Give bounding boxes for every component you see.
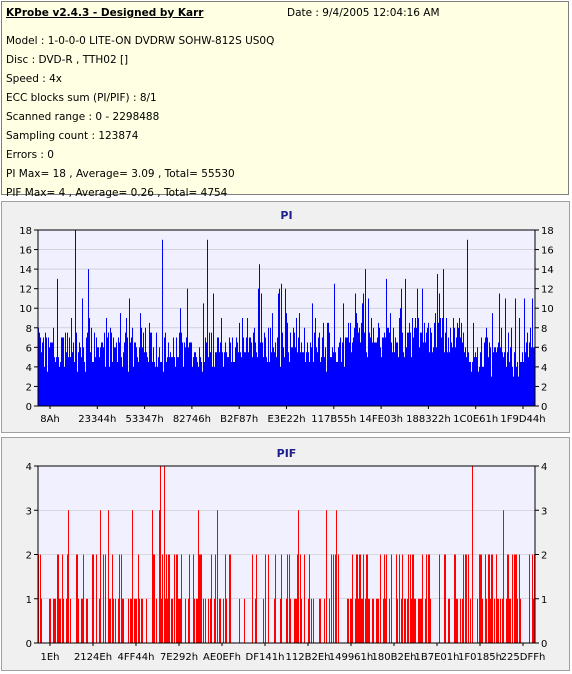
pif-chart-panel: PIF 0 0 1 1 2 2 3 3 4 4 1Eh 2124Eh 4FF44h 7E292h AE0EFh…: [1, 437, 570, 671]
disc-line: Disc : DVD-R , TTH02 []: [6, 54, 129, 66]
pif-xtick-label: 180B2Eh: [372, 652, 417, 663]
speed-line: Speed : 4x: [6, 73, 63, 85]
pi-bars: [38, 230, 535, 406]
pi-ytick-label-right: 10: [541, 304, 554, 315]
pi-plot-border: [37, 229, 536, 407]
pif-ytick-label: 1: [26, 595, 32, 606]
ecc-line: ECC blocks sum (PI/PIF) : 8/1: [6, 92, 157, 104]
scan-date: Date : 9/4/2005 12:04:16 AM: [287, 7, 440, 19]
pi-stats-line: PI Max= 18 , Average= 3.09 , Total= 5553…: [6, 168, 235, 180]
pif-xtick-label: AE0EFh: [203, 652, 241, 663]
pif-plot-border: [37, 465, 536, 644]
pi-xtick-label: B2F87h: [220, 414, 258, 425]
pi-chart-title: PI: [280, 209, 292, 222]
pi-chart-panel: PI 0 0 2 2 4 4 6 6 8 8 10 10 12 12 14 14 16 16 18 18 8Ah 23344…: [1, 201, 570, 433]
pif-xtick-label: 4FF44h: [118, 652, 155, 663]
pi-ytick-label-right: 0: [541, 402, 547, 413]
pif-ytick-label-right: 3: [541, 506, 547, 517]
pi-xtick-label: 188322h: [406, 414, 451, 425]
pif-bars: [38, 466, 535, 643]
pi-xtick-label: 8Ah: [40, 414, 60, 425]
pi-xtick-label: 23344h: [78, 414, 116, 425]
pif-ytick-label-right: 2: [541, 551, 547, 562]
pi-ytick-label: 8: [26, 324, 32, 335]
pi-xtick-label: 14FE03h: [359, 414, 403, 425]
pif-xtick-label: 2124Eh: [74, 652, 112, 663]
pi-ytick-label-right: 6: [541, 343, 547, 354]
pi-xtick-label: 53347h: [126, 414, 164, 425]
pi-ytick-label: 6: [26, 343, 32, 354]
errors-line: Errors : 0: [6, 149, 54, 161]
pif-chart: PIF 0 0 1 1 2 2 3 3 4 4 1Eh 2124Eh 4FF44h 7E292h AE0EFh…: [26, 447, 548, 663]
pi-chart: PI 0 0 2 2 4 4 6 6 8 8 10 10 12 12 14 14 16 16 18 18 8Ah 23344…: [19, 209, 554, 425]
range-line: Scanned range : 0 - 2298488: [6, 111, 160, 123]
pi-ytick-label: 2: [26, 382, 32, 393]
pi-ytick-label: 14: [19, 265, 32, 276]
pi-xtick-label: 117B55h: [311, 414, 356, 425]
pi-ytick-label: 12: [19, 285, 32, 296]
pif-ytick-label-right: 1: [541, 595, 547, 606]
pi-xtick-label: 1C0E61h: [453, 414, 498, 425]
pi-xtick-label: 1F9D44h: [500, 414, 545, 425]
pif-chart-title: PIF: [277, 447, 297, 460]
pif-ytick-label: 4: [26, 462, 32, 473]
app-title: KProbe v2.4.3 - Designed by Karr: [6, 7, 204, 19]
pif-xtick-label: 225DFFh: [501, 652, 546, 663]
pif-ytick-label-right: 0: [541, 639, 547, 650]
pi-ytick-label-right: 8: [541, 324, 547, 335]
pif-ytick-label: 2: [26, 551, 32, 562]
pif-xtick-label: 1Eh: [40, 652, 59, 663]
pi-ytick-label-right: 18: [541, 226, 554, 237]
pi-ytick-label: 4: [26, 363, 32, 374]
pi-ytick-label-right: 16: [541, 246, 554, 257]
pif-ytick-label: 3: [26, 506, 32, 517]
sampling-line: Sampling count : 123874: [6, 130, 139, 142]
pif-xtick-label: DF141h: [246, 652, 285, 663]
pi-ytick-label-right: 4: [541, 363, 547, 374]
pi-ytick-label-right: 2: [541, 382, 547, 393]
pif-xtick-label: 1F0185h: [458, 652, 502, 663]
pi-ytick-label-right: 14: [541, 265, 554, 276]
pif-ytick-label-right: 4: [541, 462, 547, 473]
pi-ytick-label: 18: [19, 226, 32, 237]
pi-ytick-label: 16: [19, 246, 32, 257]
pi-xtick-label: E3E22h: [267, 414, 305, 425]
pif-ytick-label: 0: [26, 639, 32, 650]
model-line: Model : 1-0-0-0 LITE-ON DVDRW SOHW-812S …: [6, 35, 275, 47]
pi-xtick-label: 82746h: [173, 414, 211, 425]
pif-xtick-label: 149961h: [329, 652, 374, 663]
pi-ytick-label: 10: [19, 304, 32, 315]
pif-xtick-label: 1B7E01h: [415, 652, 460, 663]
pi-ytick-label: 0: [26, 402, 32, 413]
pif-stats-line: PIF Max= 4 , Average= 0.26 , Total= 4754: [6, 187, 228, 199]
pif-xtick-label: 112B2Eh: [286, 652, 331, 663]
pi-ytick-label-right: 12: [541, 285, 554, 296]
pif-xtick-label: 7E292h: [160, 652, 198, 663]
scan-info-panel: KProbe v2.4.3 - Designed by Karr Date : …: [1, 1, 569, 199]
